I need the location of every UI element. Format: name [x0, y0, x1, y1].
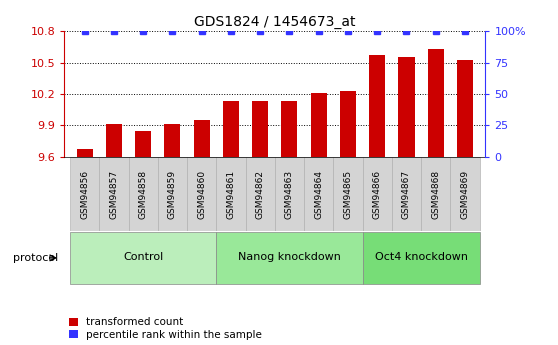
- Text: GSM94857: GSM94857: [109, 169, 118, 219]
- Bar: [70, 232, 217, 284]
- Bar: [70, 157, 99, 231]
- Text: GSM94861: GSM94861: [227, 169, 235, 219]
- Bar: [158, 157, 187, 231]
- Bar: [217, 157, 246, 231]
- Bar: [99, 157, 128, 231]
- Legend: transformed count, percentile rank within the sample: transformed count, percentile rank withi…: [69, 317, 262, 340]
- Text: GSM94867: GSM94867: [402, 169, 411, 219]
- Bar: [135, 131, 151, 157]
- Text: GSM94869: GSM94869: [460, 169, 469, 219]
- Bar: [398, 57, 415, 157]
- Text: Control: Control: [123, 252, 163, 262]
- Text: GSM94860: GSM94860: [197, 169, 206, 219]
- Bar: [450, 157, 480, 231]
- Text: protocol: protocol: [13, 253, 59, 263]
- Bar: [363, 232, 480, 284]
- Text: GSM94862: GSM94862: [256, 169, 264, 219]
- Bar: [275, 157, 304, 231]
- Text: GSM94868: GSM94868: [431, 169, 440, 219]
- Text: GSM94865: GSM94865: [344, 169, 353, 219]
- Text: GSM94866: GSM94866: [373, 169, 382, 219]
- Bar: [333, 157, 363, 231]
- Text: GSM94864: GSM94864: [314, 169, 323, 219]
- Bar: [223, 101, 239, 157]
- Bar: [369, 55, 385, 157]
- Bar: [187, 157, 217, 231]
- Text: Nanog knockdown: Nanog knockdown: [238, 252, 341, 262]
- Bar: [421, 157, 450, 231]
- Bar: [165, 125, 180, 157]
- Bar: [304, 157, 333, 231]
- Bar: [457, 60, 473, 157]
- Bar: [363, 157, 392, 231]
- Bar: [106, 125, 122, 157]
- Bar: [392, 157, 421, 231]
- Bar: [252, 101, 268, 157]
- Bar: [281, 101, 297, 157]
- Text: GSM94859: GSM94859: [168, 169, 177, 219]
- Bar: [246, 157, 275, 231]
- Text: GSM94856: GSM94856: [80, 169, 89, 219]
- Text: GSM94858: GSM94858: [138, 169, 148, 219]
- Bar: [194, 120, 210, 157]
- Bar: [76, 149, 93, 157]
- Bar: [427, 49, 444, 157]
- Bar: [128, 157, 158, 231]
- Text: Oct4 knockdown: Oct4 knockdown: [374, 252, 468, 262]
- Title: GDS1824 / 1454673_at: GDS1824 / 1454673_at: [194, 14, 355, 29]
- Text: GSM94863: GSM94863: [285, 169, 294, 219]
- Bar: [340, 91, 356, 157]
- Bar: [217, 232, 363, 284]
- Bar: [311, 93, 327, 157]
